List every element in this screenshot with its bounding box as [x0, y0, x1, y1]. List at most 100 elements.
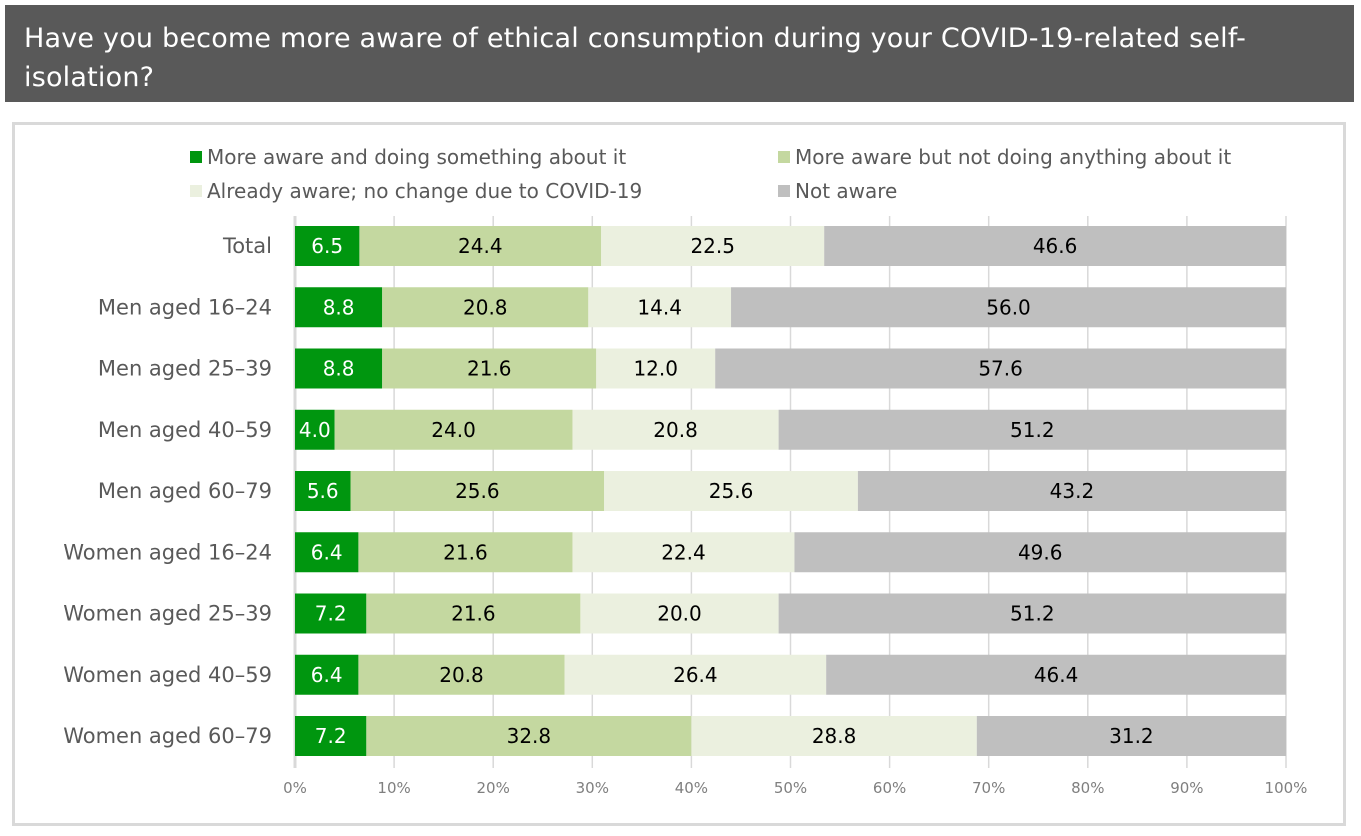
data-label: 25.6 [455, 479, 500, 503]
bar-segment [857, 471, 1286, 511]
x-tick-label: 60% [873, 779, 906, 797]
bar-segment [295, 716, 367, 756]
bar-segment [778, 409, 1286, 450]
data-label: 6.4 [311, 663, 343, 687]
bar-segment [572, 532, 795, 573]
bars: 6.5 24.4 22.5 46.6 8.8 20.8 14.4 56.0 8.8 21.6 12.… [295, 226, 1286, 756]
x-tick-label: 0% [283, 779, 307, 797]
category-label: Men aged 60–79 [98, 479, 272, 503]
data-label: 22.4 [661, 540, 706, 564]
data-label: 20.8 [463, 295, 508, 319]
data-label: 20.0 [657, 602, 702, 626]
legend-item-not-doing-anything: More aware but not doing anything about … [778, 145, 1231, 169]
chart-title-line-2: isolation? [24, 62, 155, 93]
data-label: 43.2 [1050, 479, 1095, 503]
data-label: 28.8 [812, 724, 857, 748]
bar-segment [794, 532, 1286, 573]
data-label: 12.0 [633, 357, 678, 381]
bar-segment [824, 226, 1286, 266]
data-label: 25.6 [709, 479, 754, 503]
x-tick-label: 10% [377, 779, 410, 797]
data-label: 57.6 [978, 357, 1023, 381]
data-label: 24.0 [431, 418, 476, 442]
data-label: 24.4 [458, 234, 503, 258]
bar-segment [295, 348, 383, 389]
category-labels: Total Men aged 16–24 Men aged 25–39 Men age… [63, 234, 272, 748]
x-tick-label: 90% [1170, 779, 1203, 797]
bar-segment [564, 654, 827, 695]
legend-swatch-doing-something [190, 151, 202, 163]
x-tick-label: 70% [972, 779, 1005, 797]
bar-segment [295, 593, 367, 634]
bar-segment [382, 287, 589, 328]
data-label: 8.8 [323, 295, 355, 319]
bar-segment [358, 654, 565, 695]
data-label: 6.5 [311, 234, 343, 258]
bar-segment [826, 654, 1286, 695]
bar-segment [572, 409, 779, 450]
bar-segment [295, 471, 351, 511]
bar-segment [778, 593, 1286, 634]
data-label: 31.2 [1109, 724, 1154, 748]
legend-swatch-not-aware [778, 185, 790, 197]
category-label: Men aged 40–59 [98, 418, 272, 442]
category-label: Women aged 25–39 [63, 602, 272, 626]
legend-swatch-already-aware [190, 185, 202, 197]
category-label: Total [222, 234, 272, 258]
bar-segment [366, 593, 581, 634]
data-label: 46.6 [1033, 234, 1078, 258]
x-tick-label: 50% [774, 779, 807, 797]
data-label: 20.8 [653, 418, 698, 442]
bar-segment [359, 226, 602, 266]
legend-label: More aware and doing something about it [207, 145, 627, 169]
bar-segment [295, 409, 335, 450]
data-label: 4.0 [299, 418, 331, 442]
bar-segment [334, 409, 573, 450]
data-label: 14.4 [637, 295, 682, 319]
bar-segment [295, 287, 383, 328]
bar-segment [295, 226, 360, 266]
data-label: 21.6 [467, 357, 512, 381]
data-label: 6.4 [311, 540, 343, 564]
bar-segment [731, 287, 1286, 328]
data-label: 26.4 [673, 663, 718, 687]
bar-segment [588, 287, 732, 328]
legend-swatch-not-doing-anything [778, 151, 790, 163]
bar-segment [366, 716, 692, 756]
data-label: 20.8 [439, 663, 484, 687]
title-bar: Have you become more aware of ethical co… [5, 5, 1354, 102]
legend-item-doing-something: More aware and doing something about it [190, 145, 626, 169]
x-tick-label: 40% [675, 779, 708, 797]
bar-segment [580, 593, 779, 634]
data-label: 21.6 [443, 540, 488, 564]
data-label: 49.6 [1018, 540, 1063, 564]
x-tick-label: 20% [477, 779, 510, 797]
data-label: 22.5 [690, 234, 735, 258]
legend-item-not-aware: Not aware [778, 179, 897, 203]
chart-title-line-1: Have you become more aware of ethical co… [24, 23, 1247, 54]
data-label: 32.8 [507, 724, 552, 748]
bar-segment [691, 716, 977, 756]
data-label: 7.2 [315, 602, 347, 626]
x-tick-label: 80% [1071, 779, 1104, 797]
category-label: Men aged 25–39 [98, 357, 272, 381]
data-label: 7.2 [315, 724, 347, 748]
legend-item-already-aware: Already aware; no change due to COVID-19 [190, 179, 642, 203]
bar-segment [601, 226, 825, 266]
data-label: 56.0 [986, 295, 1031, 319]
data-label: 51.2 [1010, 602, 1055, 626]
data-label: 51.2 [1010, 418, 1055, 442]
bar-segment [976, 716, 1286, 756]
data-label: 21.6 [451, 602, 496, 626]
category-label: Women aged 16–24 [63, 540, 272, 564]
bar-segment [358, 532, 573, 573]
data-label: 5.6 [307, 479, 339, 503]
category-label: Men aged 16–24 [98, 295, 272, 319]
legend-label: Already aware; no change due to COVID-19 [207, 179, 643, 203]
bar-segment [350, 471, 605, 511]
bar-segment [295, 654, 359, 695]
bar-segment [295, 532, 359, 573]
bar-segment [715, 348, 1286, 389]
legend-label: More aware but not doing anything about … [795, 145, 1232, 169]
